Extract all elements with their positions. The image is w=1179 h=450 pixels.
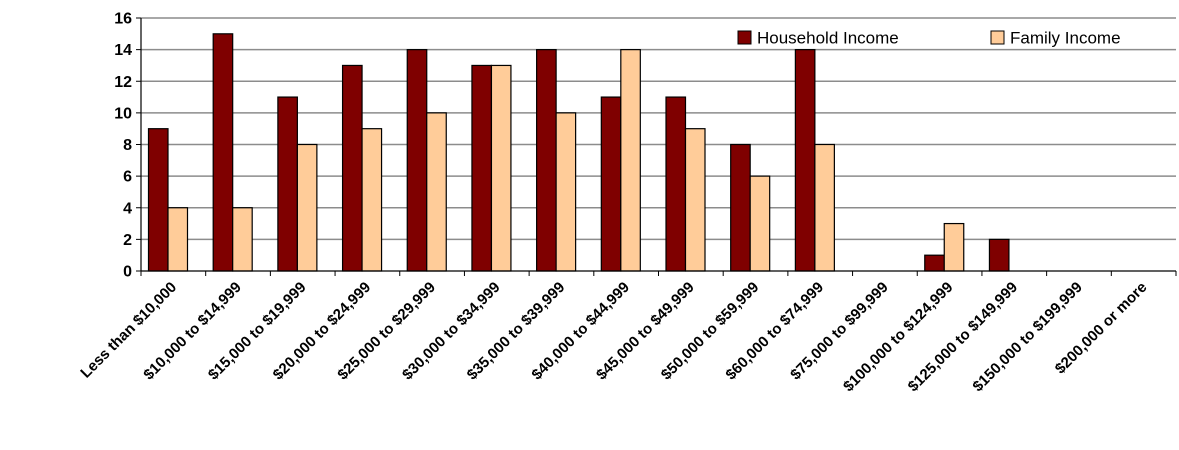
y-tick-label: 4: [123, 200, 132, 217]
legend: Household Income Family Income: [737, 29, 1121, 48]
bar: [684, 128, 706, 272]
bar: [536, 49, 557, 272]
bar: [361, 128, 383, 272]
x-axis-ticks: Less than $10,000$10,000 to $14,999$15,0…: [77, 279, 1150, 395]
legend-swatch: [990, 30, 1005, 45]
bar: [620, 49, 641, 272]
axes: [136, 17, 1177, 276]
bar: [749, 175, 771, 272]
bar: [490, 64, 512, 272]
bar: [943, 222, 965, 272]
y-tick-label: 2: [123, 232, 132, 249]
bar: [167, 207, 189, 272]
bar: [988, 238, 1010, 272]
bar: [665, 96, 687, 272]
bar: [471, 64, 493, 272]
bar: [277, 96, 298, 272]
y-tick-label: 16: [114, 11, 132, 28]
x-tick-label: $100,000 to $124,999: [840, 279, 956, 395]
bar: [924, 254, 945, 272]
bar: [426, 112, 447, 272]
bar: [147, 128, 169, 272]
legend-label: Household Income: [757, 29, 899, 48]
x-tick-label: $150,000 to $199,999: [969, 279, 1085, 395]
y-tick-label: 10: [114, 105, 132, 122]
bars: [147, 33, 1010, 272]
y-tick-label: 0: [123, 264, 132, 281]
y-tick-label: 12: [114, 74, 132, 91]
x-tick-label: $125,000 to $149,999: [905, 279, 1021, 395]
bar: [794, 49, 816, 272]
y-tick-label: 6: [123, 169, 132, 186]
bar: [212, 33, 234, 272]
y-tick-label: 14: [114, 42, 132, 59]
y-axis-ticks: 0 2 4 6 8 10 12 14 16: [114, 11, 132, 281]
bar: [296, 143, 318, 272]
bar: [341, 64, 363, 272]
bar: [730, 143, 751, 272]
bar: [555, 112, 577, 272]
legend-swatch: [737, 30, 752, 45]
legend-label: Family Income: [1010, 29, 1121, 48]
bar: [232, 207, 253, 272]
bar: [814, 143, 835, 272]
bar: [406, 49, 428, 272]
y-tick-label: 8: [123, 137, 132, 154]
bar: [600, 96, 622, 272]
